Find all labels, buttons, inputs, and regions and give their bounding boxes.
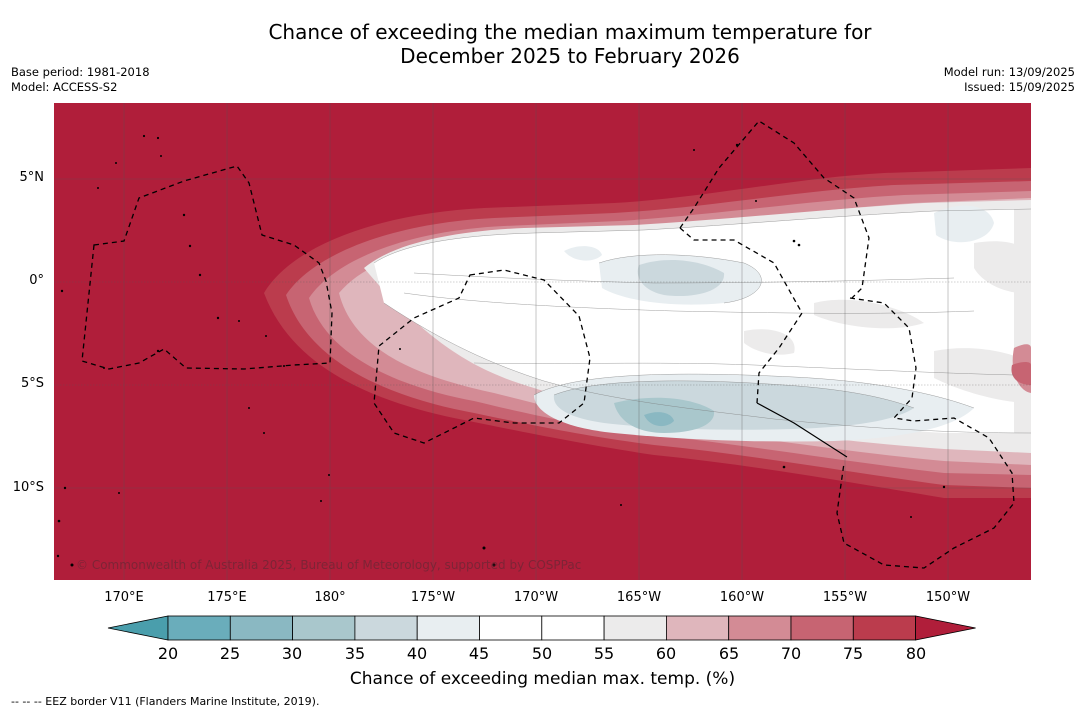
map-panel <box>54 103 1031 580</box>
meta-left: Base period: 1981-2018 Model: ACCESS-S2 <box>11 65 150 95</box>
colorbar-tick: 30 <box>281 644 303 663</box>
colorbar-segment <box>790 615 854 641</box>
colorbar-extend-high <box>915 615 976 641</box>
colorbar-segment <box>541 615 605 641</box>
meta-right: Model run: 13/09/2025 Issued: 15/09/2025 <box>944 65 1075 95</box>
model-name: Model: ACCESS-S2 <box>11 80 118 94</box>
lon-label-160w: 160°W <box>719 590 765 605</box>
title-line-1: Chance of exceeding the median maximum t… <box>268 20 872 44</box>
colorbar-segment <box>728 615 792 641</box>
colorbar-segment <box>603 615 667 641</box>
band-70-east <box>1011 362 1031 385</box>
lon-label-170w: 170°W <box>513 590 559 605</box>
colorbar <box>107 615 976 641</box>
colorbar-segment <box>292 615 356 641</box>
eez-kiribati-gilberts <box>81 165 333 370</box>
colorbar-tick: 80 <box>905 644 927 663</box>
colorbar-segment <box>354 615 418 641</box>
lon-label-180: 180° <box>314 590 346 605</box>
lon-label-175e: 175°E <box>207 590 247 605</box>
colorbar-tick: 40 <box>406 644 428 663</box>
lon-label-150w: 150°W <box>925 590 971 605</box>
eez-boundary-solid <box>756 402 848 458</box>
lat-label-0: 0° <box>29 273 44 288</box>
colorbar-tick: 75 <box>842 644 864 663</box>
colorbar-tick: 20 <box>157 644 179 663</box>
colorbar-segment <box>666 615 730 641</box>
cool-band-south-30 <box>644 412 674 427</box>
lon-label-170e: 170°E <box>104 590 144 605</box>
map-canvas <box>54 103 1031 580</box>
colorbar-tick: 70 <box>780 644 802 663</box>
cool-patches-north-inner <box>637 259 725 297</box>
colorbar-tick: 50 <box>531 644 553 663</box>
title-line-2: December 2025 to February 2026 <box>400 44 740 68</box>
eez-legend: -- -- -- EEZ border V11 (Flanders Marine… <box>11 695 320 708</box>
colorbar-segment <box>416 615 480 641</box>
colorbar-segment <box>167 615 231 641</box>
lat-label-5n: 5°N <box>19 170 45 185</box>
colorbar-tick: 60 <box>655 644 677 663</box>
grey-patches <box>744 241 1031 403</box>
lon-label-165w: 165°W <box>616 590 662 605</box>
colorbar-label: Chance of exceeding median max. temp. (%… <box>349 669 736 689</box>
copyright-notice: © Commonwealth of Australia 2025, Bureau… <box>76 558 582 572</box>
graticule <box>54 103 1031 580</box>
band-50 <box>374 209 1014 433</box>
colorbar-tick: 55 <box>593 644 615 663</box>
colorbar-segment <box>229 615 294 641</box>
eez-borders <box>81 120 1015 569</box>
map-title: Chance of exceeding the median maximum t… <box>0 20 1085 68</box>
base-period: Base period: 1981-2018 <box>11 65 150 79</box>
eez-cook-islands <box>836 297 1015 569</box>
lon-label-175w: 175°W <box>410 590 456 605</box>
colorbar-tick: 65 <box>718 644 740 663</box>
lat-label-10s: 10°S <box>12 480 44 495</box>
colorbar-extend-low <box>107 615 169 641</box>
lon-label-155w: 155°W <box>822 590 868 605</box>
eez-line-islands <box>679 120 870 299</box>
islands <box>56 134 946 567</box>
model-run: Model run: 13/09/2025 <box>943 65 1075 79</box>
issued-date: Issued: 15/09/2025 <box>964 80 1075 94</box>
contour-lines <box>373 208 1031 434</box>
colorbar-tick: 35 <box>344 644 366 663</box>
colorbar-segment <box>852 615 916 641</box>
colorbar-segment <box>479 615 543 641</box>
colorbar-tick: 45 <box>468 644 490 663</box>
lat-label-5s: 5°S <box>20 376 44 391</box>
colorbar-tick: 25 <box>219 644 241 663</box>
eez-phoenix <box>373 269 591 444</box>
